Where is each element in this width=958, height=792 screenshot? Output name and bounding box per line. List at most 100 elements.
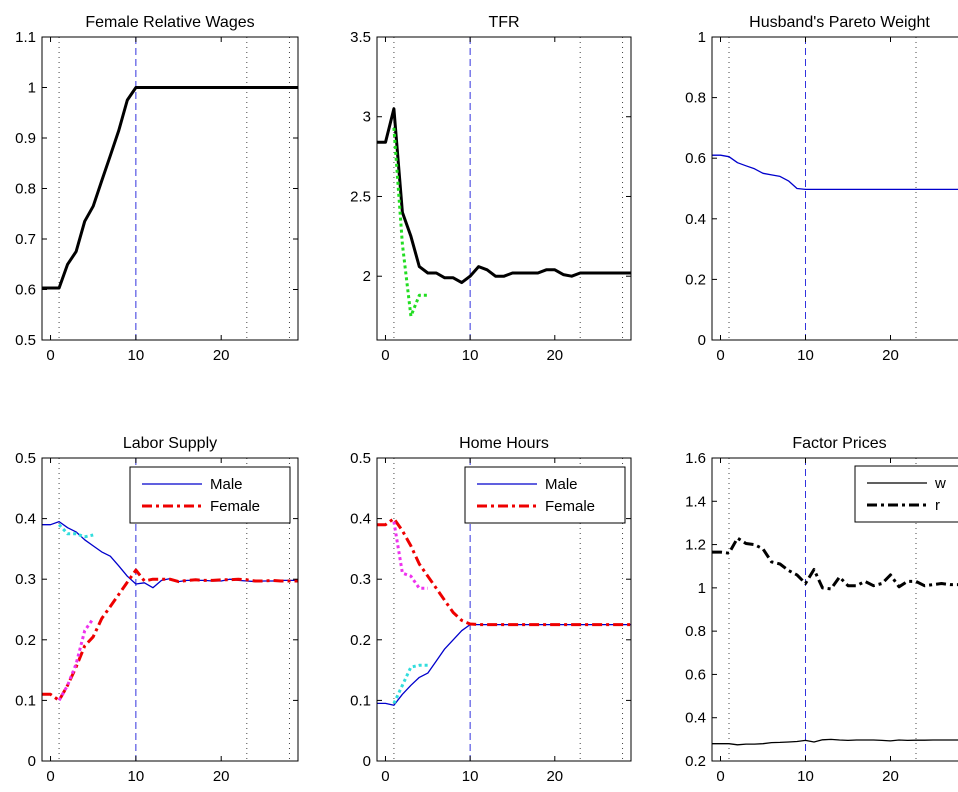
- x-tick-label: 10: [128, 347, 145, 364]
- y-tick-label: 0: [363, 753, 371, 770]
- legend-label-female: Female: [210, 498, 260, 515]
- x-tick-label: 10: [128, 768, 145, 785]
- y-tick-label: 0.8: [15, 181, 36, 198]
- x-tick-label: 20: [546, 347, 563, 364]
- y-tick-label: 3: [363, 109, 371, 126]
- x-tick-label: 10: [797, 347, 814, 364]
- chart-panel-p1: 0 10 20 0.5 0.6 0.7 0.8 0.9 1 1.1 Female Relative …: [15, 14, 299, 364]
- y-tick-label: 1: [698, 580, 706, 597]
- chart-title: Husband's Pareto Weight: [749, 14, 930, 31]
- series-line-w: [712, 738, 958, 746]
- y-tick-label: 2.5: [350, 188, 371, 205]
- series-group: [42, 86, 298, 290]
- y-tick-label: 0.1: [350, 692, 371, 709]
- y-tick-label: 1.1: [15, 29, 36, 46]
- y-tick-label: 0: [28, 753, 36, 770]
- chart-title: Factor Prices: [792, 435, 886, 452]
- series-group: [712, 154, 958, 191]
- axes-frame: [711, 36, 958, 341]
- y-tick-label: 0.4: [15, 511, 36, 528]
- y-tick-label: 0.7: [15, 231, 36, 248]
- x-tick-label: 20: [213, 347, 230, 364]
- y-tick-label: 1.4: [685, 493, 706, 510]
- legend: wr: [854, 465, 958, 523]
- y-tick-label: 1: [28, 80, 36, 97]
- y-tick-label: 0.4: [685, 211, 706, 228]
- legend: Male Female: [129, 466, 291, 524]
- series-line-2: [392, 521, 428, 590]
- x-tick-label: 20: [882, 347, 899, 364]
- chart-title: Home Hours: [459, 435, 549, 452]
- x-tick-label: 20: [213, 768, 230, 785]
- chart-panel-p2: 0 10 20 2 2.5 3 3.5 TFR: [350, 14, 632, 364]
- series-line-2: [58, 523, 94, 539]
- y-tick-label: 0.2: [685, 271, 706, 288]
- x-tick-label: 0: [716, 347, 724, 364]
- y-tick-label: 0.3: [15, 571, 36, 588]
- series-line-0: [42, 86, 298, 290]
- series-group: [377, 107, 631, 318]
- series-group: [712, 536, 958, 746]
- y-tick-label: 0.6: [15, 282, 36, 299]
- x-tick-label: 10: [462, 768, 479, 785]
- plot-area: [42, 37, 298, 340]
- chart-panel-p4: 0 10 20 0 0.1 0.2 0.3 0.4 0.5 Labor Supply Male Fem…: [15, 435, 299, 785]
- y-tick-label: 1.6: [685, 450, 706, 467]
- legend-label-female: Female: [545, 498, 595, 515]
- y-tick-label: 0.2: [15, 632, 36, 649]
- series-group: [377, 517, 631, 706]
- series-line-female: [42, 568, 298, 702]
- series-line-r: [712, 536, 958, 591]
- axes-frame: [376, 457, 632, 762]
- y-tick-label: 0.3: [350, 571, 371, 588]
- axes-frame: [711, 457, 958, 762]
- y-tick-label: 0: [698, 332, 706, 349]
- x-tick-label: 20: [546, 768, 563, 785]
- x-tick-label: 0: [381, 347, 389, 364]
- chart-title: Female Relative Wages: [85, 14, 254, 31]
- axes-frame: [376, 36, 632, 341]
- series-line-female: [377, 517, 631, 627]
- y-tick-label: 1.2: [685, 537, 706, 554]
- y-tick-label: 0.2: [685, 753, 706, 770]
- legend-box: [464, 466, 626, 524]
- x-tick-label: 10: [462, 347, 479, 364]
- y-tick-label: 1: [698, 29, 706, 46]
- y-tick-label: 0.4: [350, 511, 371, 528]
- x-tick-label: 20: [882, 768, 899, 785]
- y-tick-label: 0.5: [350, 450, 371, 467]
- y-tick-label: 0.8: [685, 90, 706, 107]
- chart-panel-p6: 0 10 20 0.2 0.4 0.6 0.8 1 1.2 1.4 1.6 Factor Prices…: [685, 435, 958, 785]
- chart-panel-p5: 0 10 20 0 0.1 0.2 0.3 0.4 0.5 Home Hours Male Femal…: [350, 435, 632, 785]
- y-tick-label: 2: [363, 268, 371, 285]
- chart-panel-p3: 0 10 20 0 0.2 0.4 0.6 0.8 1 Husband's Pareto Weig…: [685, 14, 958, 364]
- y-tick-label: 0.1: [15, 692, 36, 709]
- x-tick-label: 0: [46, 347, 54, 364]
- legend-box: [854, 465, 958, 523]
- series-group: [42, 520, 298, 702]
- x-tick-label: 0: [46, 768, 54, 785]
- legend-label-w: w: [934, 475, 946, 492]
- legend-label-male: Male: [210, 476, 243, 493]
- chart-title: TFR: [488, 14, 519, 31]
- series-line-0: [377, 107, 631, 285]
- y-tick-label: 3.5: [350, 29, 371, 46]
- y-tick-label: 0.6: [685, 666, 706, 683]
- chart-title: Labor Supply: [123, 435, 217, 452]
- y-tick-label: 0.5: [15, 332, 36, 349]
- y-tick-label: 0.2: [350, 632, 371, 649]
- series-line-3: [392, 663, 428, 705]
- legend-label-r: r: [935, 497, 940, 514]
- plot-area: [712, 37, 958, 340]
- x-tick-label: 0: [716, 768, 724, 785]
- y-tick-label: 0.6: [685, 150, 706, 167]
- y-tick-label: 0.5: [15, 450, 36, 467]
- plot-area: [377, 37, 631, 340]
- legend-box: [129, 466, 291, 524]
- y-tick-label: 0.4: [685, 710, 706, 727]
- y-tick-label: 0.9: [15, 130, 36, 147]
- x-tick-label: 10: [797, 768, 814, 785]
- legend-label-male: Male: [545, 476, 578, 493]
